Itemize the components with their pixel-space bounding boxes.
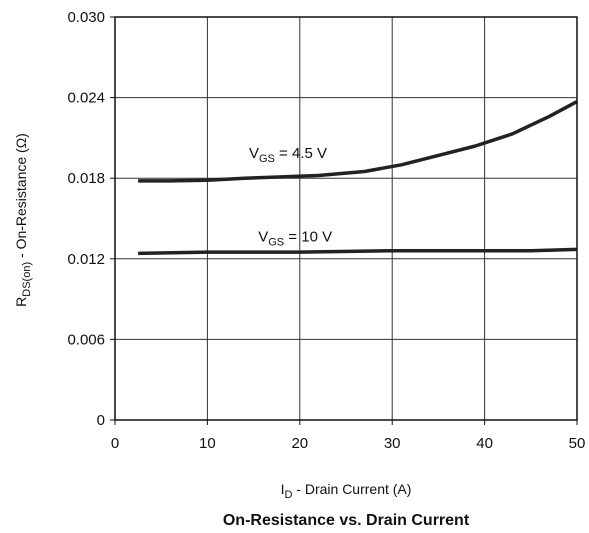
series-labels: VGS = 4.5 V VGS = 10 V (249, 145, 332, 248)
y-tick-label: 0.012 (67, 251, 105, 268)
x-tick-label: 20 (291, 435, 308, 452)
series-line-1 (138, 100, 578, 183)
y-axis-label: RDS(on) - On-Resistance (Ω) (13, 133, 33, 307)
x-tick-label: 10 (199, 435, 216, 452)
plot-frame (114, 16, 578, 421)
x-tick-label: 30 (384, 435, 401, 452)
y-tick-label: 0.024 (67, 90, 105, 107)
series-label-2: VGS = 10 V (258, 228, 332, 248)
x-axis-label: ID - Drain Current (A) (281, 481, 412, 501)
y-tick-label: 0.018 (67, 170, 105, 187)
series-label-1: VGS = 4.5 V (249, 145, 327, 165)
x-tick-label: 40 (476, 435, 493, 452)
x-tick-label: 50 (569, 435, 586, 452)
series-line-2 (138, 247, 578, 256)
y-tick-label: 0.030 (67, 9, 105, 26)
y-tick-label: 0.006 (67, 331, 105, 348)
grid-lines (115, 17, 577, 420)
series-lines (138, 100, 578, 256)
x-tick-label: 0 (111, 435, 119, 452)
x-axis-ticks: 0 10 20 30 40 50 (111, 420, 586, 452)
y-tick-label: 0 (97, 412, 105, 429)
y-axis-ticks: 0 0.006 0.012 0.018 0.024 0.030 (67, 9, 115, 429)
chart-title: On-Resistance vs. Drain Current (223, 512, 470, 529)
